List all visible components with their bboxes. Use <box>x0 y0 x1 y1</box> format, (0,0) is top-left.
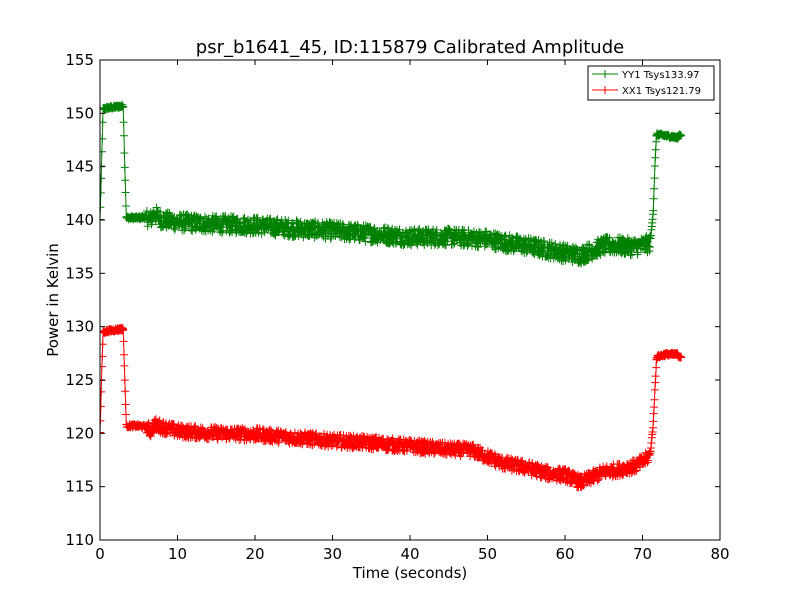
y-tick-label: 115 <box>65 478 94 496</box>
x-axis-title: Time (seconds) <box>352 564 468 582</box>
chart-title: psr_b1641_45, ID:115879 Calibrated Ampli… <box>196 37 624 58</box>
series-1 <box>100 100 686 268</box>
legend-label: YY1 Tsys133.97 <box>621 70 700 81</box>
x-tick-label: 0 <box>95 545 105 563</box>
legend: YY1 Tsys133.97 XX1 Tsys121.79 <box>587 65 715 101</box>
x-tick-label: 60 <box>555 545 574 563</box>
y-tick-label: 145 <box>65 158 94 176</box>
x-tick-label: 80 <box>710 545 729 563</box>
plot-area: 0 10 20 30 40 50 60 70 80 1101151201251301351401… <box>65 51 729 563</box>
y-axis: 110 115 120 125 130 135 140 145 150 155 <box>65 51 720 549</box>
x-axis: 0 10 20 30 40 50 60 70 80 <box>95 60 730 563</box>
series-markers <box>100 323 686 492</box>
legend-item: YY1 Tsys133.97 <box>592 70 700 81</box>
y-tick-label: 135 <box>65 264 94 282</box>
series-layer <box>100 100 686 492</box>
y-axis-title: Power in Kelvin <box>44 243 62 357</box>
legend-item: XX1 Tsys121.79 <box>592 86 701 97</box>
legend-marker <box>601 86 609 94</box>
legend-marker <box>601 70 609 78</box>
x-tick-label: 10 <box>168 545 187 563</box>
x-tick-label: 50 <box>478 545 497 563</box>
y-tick-label: 125 <box>65 371 94 389</box>
y-tick-label: 155 <box>65 51 94 69</box>
x-tick-label: 30 <box>323 545 342 563</box>
legend-label: XX1 Tsys121.79 <box>622 86 701 97</box>
y-tick-label: 140 <box>65 211 94 229</box>
y-tick-label: 120 <box>65 424 94 442</box>
x-tick-label: 40 <box>400 545 419 563</box>
series-markers <box>100 100 686 268</box>
series-2 <box>100 323 686 492</box>
y-tick-label: 150 <box>65 104 94 122</box>
legend-box <box>587 65 715 101</box>
y-tick-label: 110 <box>65 531 94 549</box>
y-tick-label: 130 <box>65 318 94 336</box>
x-tick-label: 20 <box>245 545 264 563</box>
x-tick-label: 70 <box>633 545 652 563</box>
